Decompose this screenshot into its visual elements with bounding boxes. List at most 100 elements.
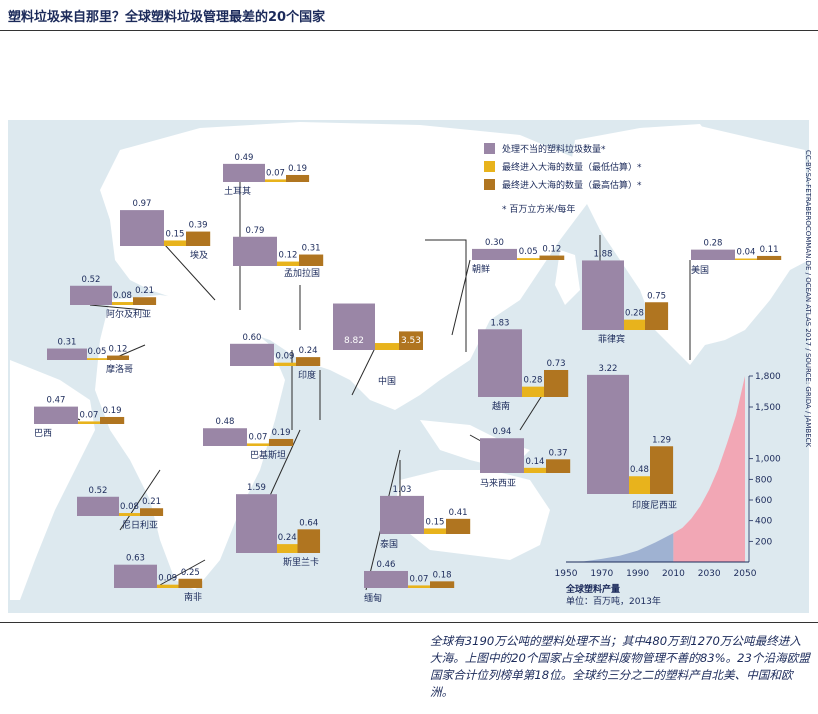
leader-line [425, 239, 467, 352]
bar-value-label: 0.12 [279, 251, 298, 261]
bar-mismanaged [691, 249, 735, 260]
country-name-label: 阿尔及利亚 [106, 308, 151, 320]
bar-value-label: 0.12 [542, 245, 561, 255]
bar-value-label: 0.24 [299, 346, 318, 356]
bar-value-label: 0.48 [216, 417, 235, 427]
bar-low [274, 362, 296, 366]
bar-low [119, 513, 140, 516]
bar-low [629, 476, 650, 494]
country-name-label: 缅甸 [364, 592, 382, 604]
area-chart-title: 全球塑料产量 [565, 583, 620, 595]
leader-line [119, 469, 161, 531]
bar-value-label: 0.19 [103, 406, 122, 416]
bar-mismanaged [236, 494, 277, 553]
bar-value-label: 0.15 [166, 229, 185, 239]
country-name-label: 中国 [378, 375, 396, 387]
area-future [673, 376, 745, 562]
bar-value-label: 0.64 [299, 518, 318, 528]
bar-value-label: 1.03 [393, 485, 412, 495]
bar-value-label: 0.37 [549, 448, 568, 458]
bar-value-label: 0.09 [276, 352, 295, 362]
legend-swatch-mismanaged [484, 143, 495, 154]
bar-value-label: 0.11 [760, 245, 779, 255]
bar-high [100, 416, 125, 424]
bar-high [757, 255, 782, 260]
leader-line [164, 244, 216, 301]
bar-value-label: 0.75 [647, 291, 666, 301]
legend: 处理不当的塑料垃圾数量* 最终进入大海的数量（最低估算）* 最终进入大海的数量（… [484, 143, 642, 215]
country-bar-group: 0.47 0.07 0.19 巴西 [34, 396, 125, 439]
country-name-label: 泰国 [380, 538, 398, 550]
bar-value-label: 0.18 [433, 570, 452, 580]
legend-swatch-low [484, 161, 495, 172]
bar-value-label: 0.05 [88, 347, 107, 357]
bar-value-label: 8.82 [344, 336, 364, 346]
bar-low [424, 528, 446, 534]
bar-mismanaged [34, 406, 78, 424]
bar-low [522, 386, 544, 397]
x-tick-label: 2050 [734, 569, 757, 579]
country-name-label: 斯里兰卡 [283, 556, 319, 568]
caption-text: 全球有3190万公吨的塑料处理不当；其中480万到1270万公吨最终进入大海。上… [430, 634, 810, 699]
x-tick-label: 2030 [698, 569, 721, 579]
bar-value-label: 0.46 [377, 560, 396, 570]
bar-low [408, 585, 430, 588]
y-tick-label: 800 [755, 475, 772, 485]
area-past [566, 533, 674, 562]
legend-note: * 百万立方米/每年 [502, 203, 575, 215]
country-name-label: 菲律宾 [598, 333, 625, 345]
country-name-label: 南非 [184, 591, 202, 603]
bar-low [277, 544, 298, 553]
bar-mismanaged [230, 343, 274, 366]
country-bar-group: 0.60 0.09 0.24 印度 [230, 333, 321, 381]
bar-value-label: 0.21 [142, 497, 161, 507]
bar-value-label: 0.63 [126, 554, 145, 564]
leader-line [451, 259, 471, 336]
bar-value-label: 0.14 [526, 457, 545, 467]
bar-value-label: 0.60 [243, 333, 262, 343]
country-name-label: 尼日利亚 [122, 519, 158, 531]
x-tick-label: 1970 [590, 569, 613, 579]
bar-high [297, 529, 321, 553]
country-name-label: 马来西亚 [480, 478, 516, 489]
bar-mismanaged [587, 374, 629, 494]
bar-high [186, 231, 211, 246]
bar-mismanaged [203, 428, 247, 446]
bar-value-label: 0.28 [625, 309, 644, 319]
bar-low [517, 258, 540, 260]
bar-value-label: 0.31 [302, 244, 321, 254]
x-tick-label: 2010 [662, 569, 685, 579]
y-tick-label: 400 [755, 517, 772, 527]
country-bar-group: 0.97 0.15 0.39 埃及 [120, 199, 211, 261]
bar-value-label: 0.97 [133, 199, 152, 209]
bar-value-label: 0.19 [272, 428, 291, 438]
bar-low [524, 467, 546, 473]
leader-line [89, 304, 146, 311]
bar-value-label: 0.30 [485, 238, 504, 248]
legend-label-low: 最终进入大海的数量（最低估算）* [502, 161, 642, 173]
country-name-label: 孟加拉国 [284, 267, 320, 279]
bar-high [286, 174, 310, 182]
bar-value-label: 0.52 [89, 486, 108, 496]
legend-swatch-high [484, 179, 495, 190]
bar-value-label: 0.94 [493, 427, 512, 437]
country-bar-group: 3.22 0.48 1.29 印度尼西亚 [587, 364, 677, 511]
country-bar-group: 1.83 0.28 0.73 越南 [478, 318, 569, 412]
bar-value-label: 0.08 [120, 502, 139, 512]
country-bar-group: 1.88 0.280.75 菲律宾 [582, 249, 669, 345]
country-bar-group: 0.49 0.07 0.19 土耳其 [223, 153, 310, 197]
country-bar-group: 0.48 0.07 0.19 巴基斯坦 [203, 417, 294, 461]
bar-mismanaged [77, 496, 119, 516]
bar-low [78, 421, 100, 424]
title-divider [0, 30, 818, 31]
country-bar-group: 1.59 0.240.64 斯里兰卡 [236, 483, 321, 568]
country-name-label: 朝鲜 [472, 263, 490, 275]
bar-high [107, 355, 129, 360]
bar-value-label: 0.09 [158, 574, 177, 584]
country-bar-group: 0.30 0.05 0.12 朝鲜 [472, 238, 565, 275]
country-bar-group: 0.28 0.04 0.11 美国 [691, 239, 782, 276]
bar-high [546, 459, 571, 473]
caption-divider [0, 622, 818, 623]
country-name-label: 印度尼西亚 [632, 499, 677, 511]
